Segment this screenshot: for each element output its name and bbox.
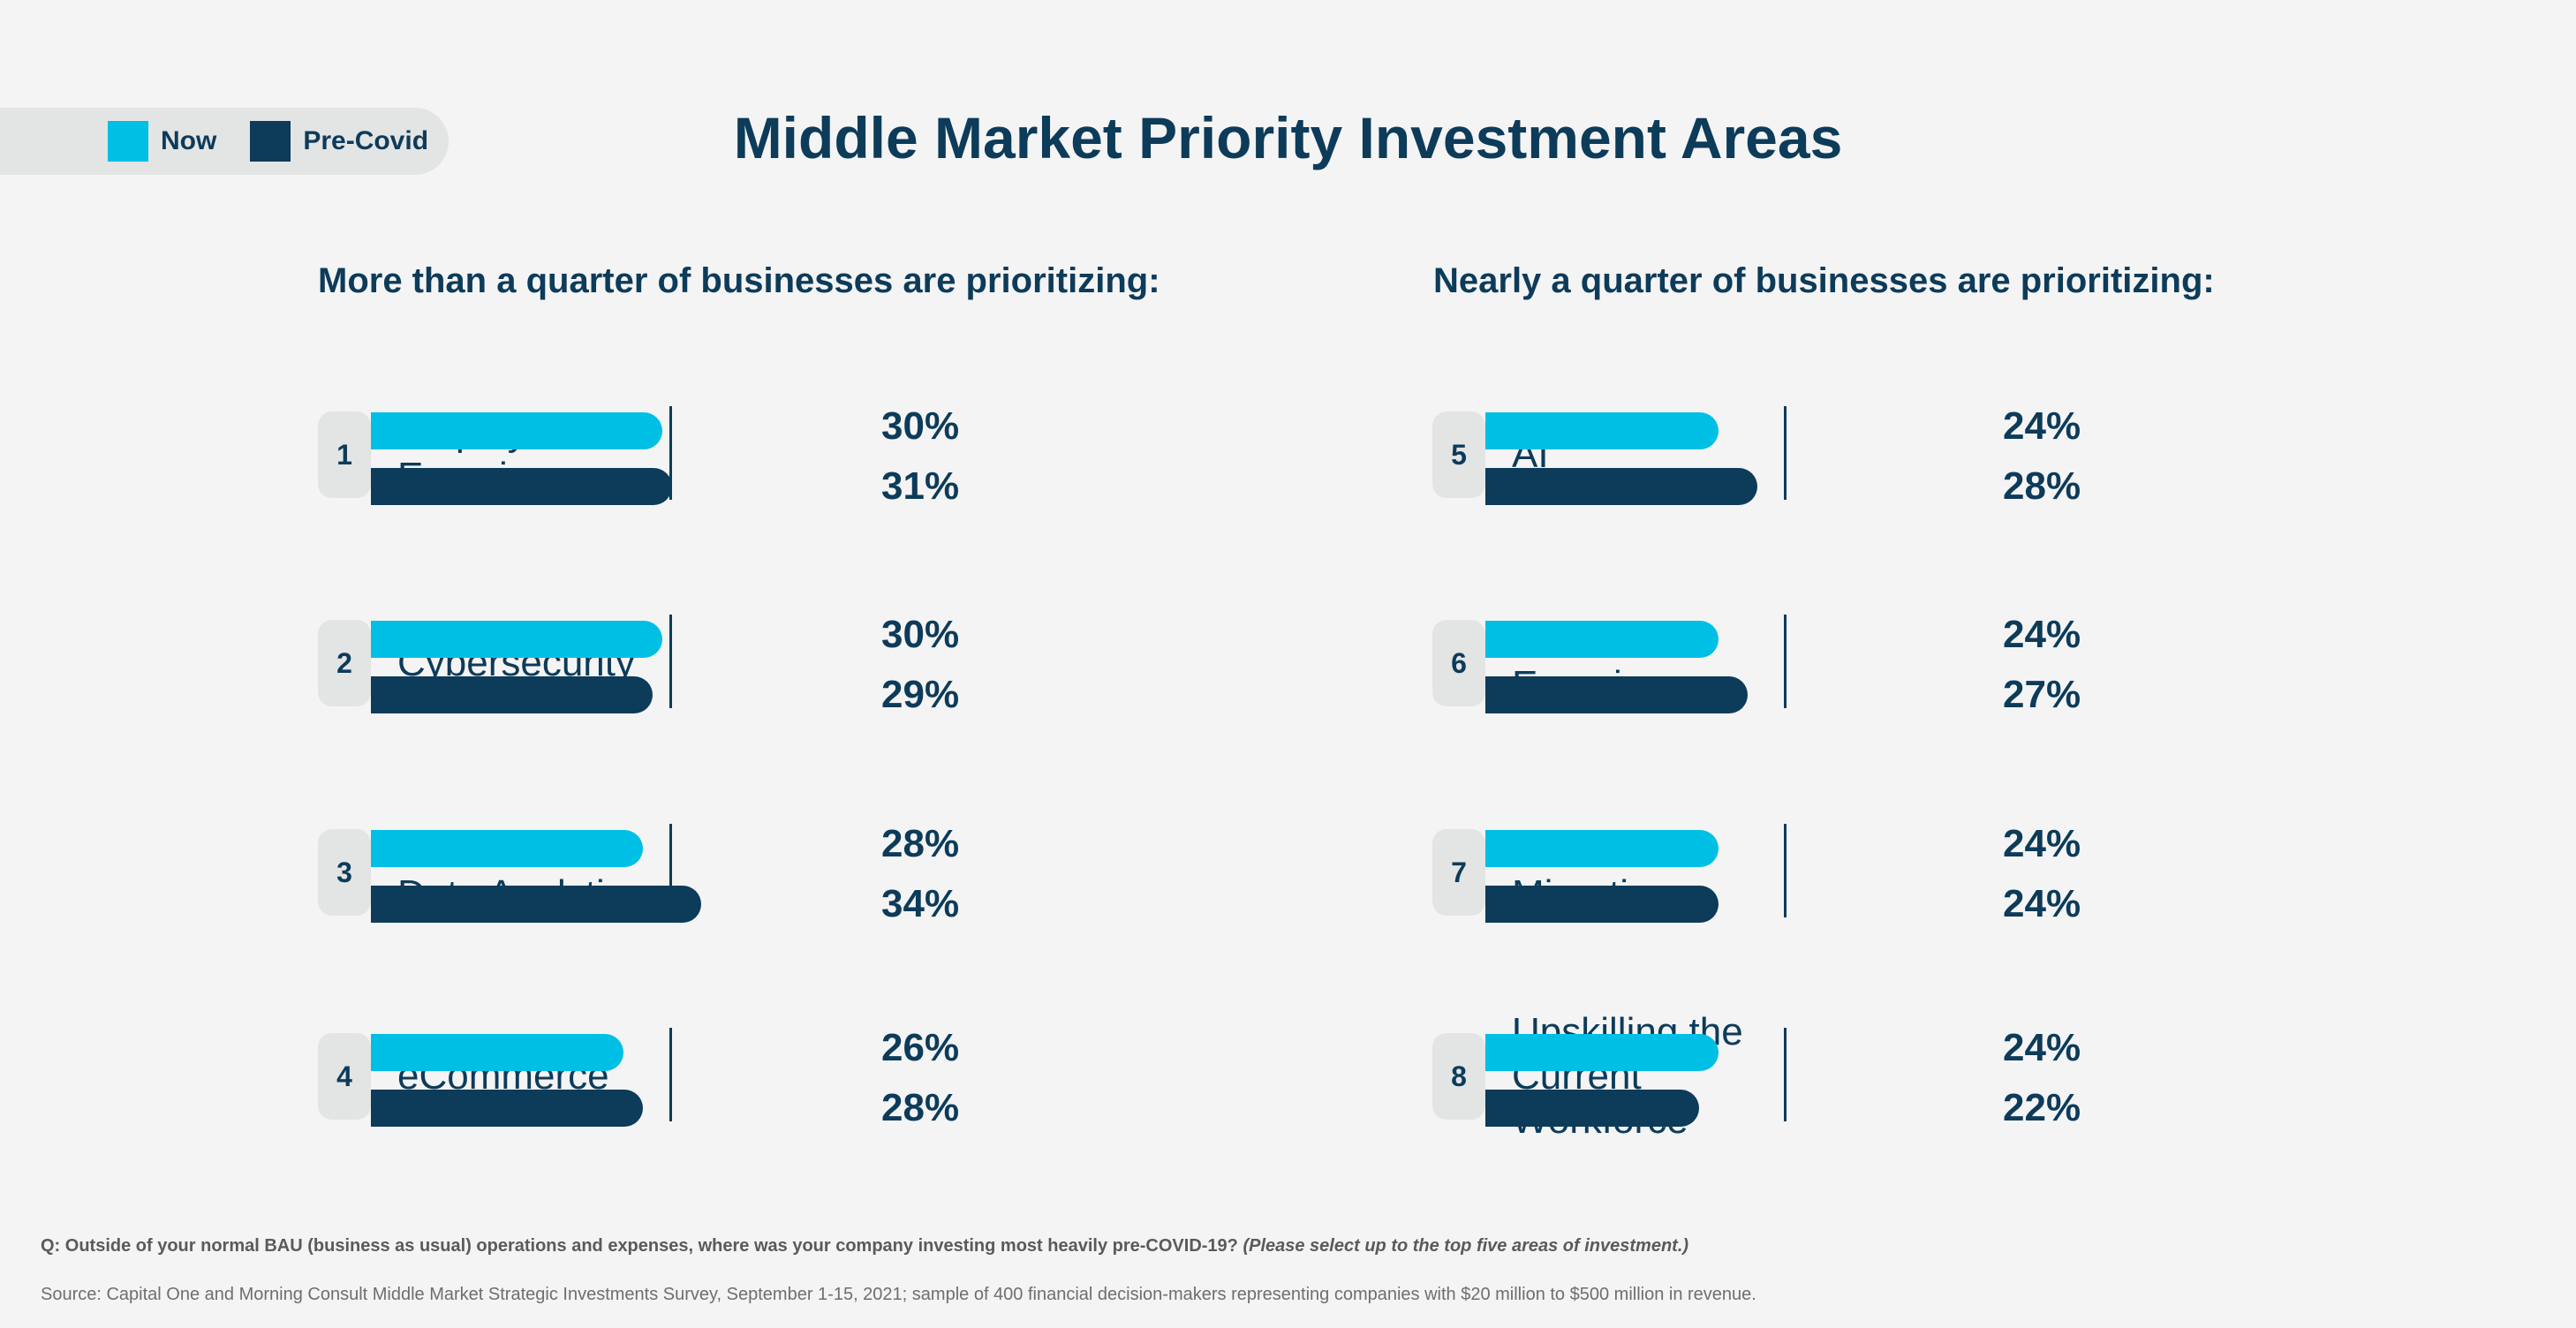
value-label-now: 26% (881, 1026, 960, 1069)
legend-item-now: Now (108, 121, 216, 162)
value-label-pre-covid: 28% (881, 1086, 960, 1129)
bar-now (1485, 830, 1719, 867)
rank-badge: 8 (1432, 1033, 1485, 1120)
row-divider (669, 406, 672, 500)
left-column-heading: More than a quarter of businesses are pr… (318, 261, 1160, 300)
value-label-pre-covid: 31% (881, 464, 960, 508)
row-divider (1784, 406, 1787, 500)
chart-row-2: 2 Cybersecurity 30% 29% (318, 613, 1201, 716)
rank-badge: 1 (318, 411, 371, 498)
value-label-pre-covid: 27% (2003, 673, 2081, 716)
bar-pre-covid (371, 468, 672, 505)
source-note: Source: Capital One and Morning Consult … (41, 1285, 1756, 1304)
chart-row-4: 4 eCommerce 26% 28% (318, 1026, 1201, 1129)
bar-now (371, 1034, 623, 1071)
row-divider (669, 824, 672, 917)
legend-label-now: Now (161, 126, 217, 155)
bar-pre-covid (371, 886, 701, 923)
value-label-now: 24% (2003, 1026, 2081, 1069)
bar-pre-covid (1485, 886, 1719, 923)
chart-row-7: 7Cloud Migration24%24% (1432, 822, 2315, 925)
row-divider (1784, 615, 1787, 708)
chart-row-1: 1EmployeeExperience30%31% (318, 404, 1201, 508)
row-divider (669, 615, 672, 708)
bar-now (371, 830, 643, 867)
bar-pre-covid (371, 1090, 643, 1127)
value-label-pre-covid: 24% (2003, 882, 2081, 925)
chart-row-6: 6CustomerExperience24%27% (1432, 613, 2315, 716)
rank-badge: 5 (1432, 411, 1485, 498)
row-divider (1784, 1028, 1787, 1121)
value-label-now: 24% (2003, 822, 2081, 865)
legend-item-pre-covid: Pre-Covid (250, 121, 428, 162)
row-divider (669, 1028, 672, 1121)
survey-question-footnote: Q: Outside of your normal BAU (business … (41, 1236, 1688, 1256)
value-label-pre-covid: 34% (881, 882, 960, 925)
bar-now (1485, 1034, 1719, 1071)
rank-badge: 4 (318, 1033, 371, 1120)
value-label-pre-covid: 29% (881, 673, 960, 716)
rank-badge: 3 (318, 829, 371, 916)
row-divider (1784, 824, 1787, 917)
chart-row-3: 3Data/Data Analytics28%34% (318, 822, 1201, 925)
bar-now (1485, 412, 1719, 449)
legend-swatch-now (108, 121, 148, 162)
value-label-now: 24% (2003, 613, 2081, 656)
footnote-question: Q: Outside of your normal BAU (business … (41, 1236, 1238, 1256)
value-label-pre-covid: 28% (2003, 464, 2081, 508)
rank-badge: 6 (1432, 620, 1485, 706)
legend-label-pre-covid: Pre-Covid (303, 126, 429, 155)
rank-badge: 7 (1432, 829, 1485, 916)
bar-pre-covid (371, 676, 653, 713)
right-column-heading: Nearly a quarter of businesses are prior… (1433, 261, 2215, 300)
value-label-now: 30% (881, 613, 960, 656)
bar-now (371, 412, 662, 449)
value-label-now: 30% (881, 404, 960, 448)
rank-badge: 2 (318, 620, 371, 706)
value-label-now: 28% (881, 822, 960, 865)
bar-pre-covid (1485, 1090, 1699, 1127)
bar-pre-covid (1485, 676, 1748, 713)
chart-row-5: 5 AI 24% 28% (1432, 404, 2315, 508)
footnote-instruction: (Please select up to the top five areas … (1243, 1236, 1689, 1256)
legend-swatch-pre-covid (250, 121, 291, 162)
bar-now (1485, 621, 1719, 658)
chart-title: Middle Market Priority Investment Areas (733, 105, 1843, 170)
value-label-pre-covid: 22% (2003, 1086, 2081, 1129)
bar-now (371, 621, 662, 658)
value-label-now: 24% (2003, 404, 2081, 448)
bar-pre-covid (1485, 468, 1757, 505)
legend: Now Pre-Covid (0, 108, 449, 175)
